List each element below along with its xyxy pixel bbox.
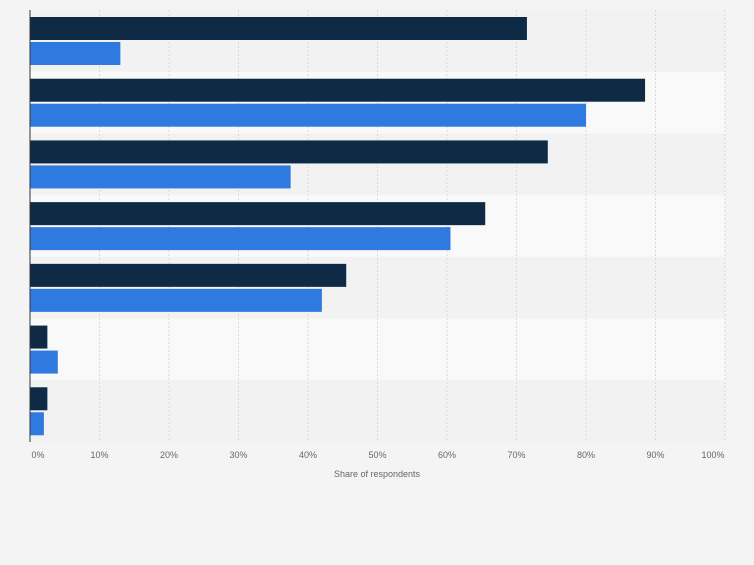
x-tick-label: 0% — [31, 450, 44, 460]
x-tick-label: 90% — [646, 450, 664, 460]
bar-series-1 — [30, 325, 48, 349]
x-tick-label: 50% — [368, 450, 386, 460]
bar-series-2 — [30, 288, 322, 312]
x-axis-title: Share of respondents — [334, 469, 421, 479]
x-tick-label: 80% — [577, 450, 595, 460]
x-tick-labels: 0% 10% 20% 30% 40% 50% 60% 70% 80% 90% 100% — [31, 450, 724, 460]
bar-series-2 — [30, 227, 451, 251]
x-tick-label: 60% — [438, 450, 456, 460]
bar-series-2 — [30, 103, 586, 127]
x-tick-label: 10% — [90, 450, 108, 460]
bar-series-1 — [30, 140, 548, 164]
bar-series-1 — [30, 263, 347, 287]
bar-series-1 — [30, 202, 486, 226]
bar-series-2 — [30, 165, 291, 189]
bar-series-2 — [30, 42, 121, 65]
x-tick-label: 100% — [701, 450, 724, 460]
bar-series-2 — [30, 350, 58, 374]
bar-series-1 — [30, 78, 646, 102]
x-tick-label: 20% — [160, 450, 178, 460]
x-tick-label: 70% — [507, 450, 525, 460]
bar-series-1 — [30, 17, 527, 40]
bars — [30, 17, 646, 436]
x-tick-label: 30% — [229, 450, 247, 460]
bar-series-2 — [30, 412, 44, 436]
bar-series-1 — [30, 387, 48, 411]
x-tick-label: 40% — [299, 450, 317, 460]
